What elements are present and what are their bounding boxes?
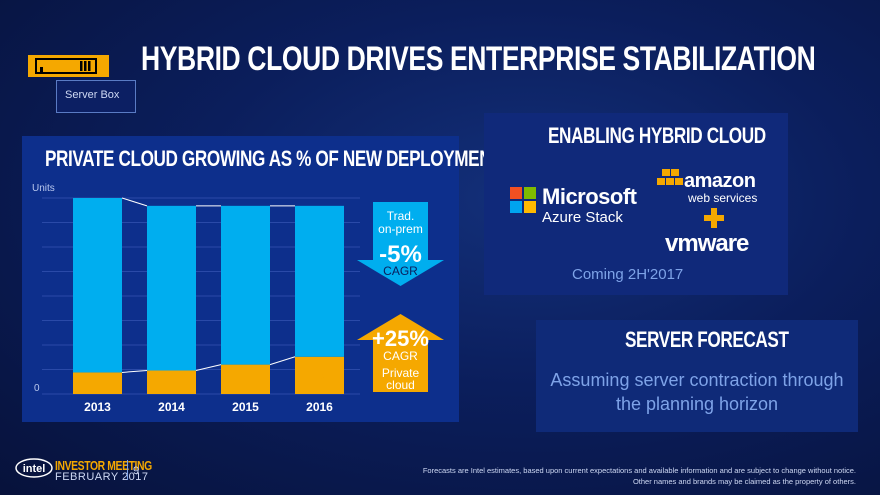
bar-private-2013 — [73, 372, 122, 394]
x-tick-label: 2014 — [158, 400, 185, 414]
page-title: HYBRID CLOUD DRIVES ENTERPRISE STABILIZA… — [141, 40, 816, 78]
bar-trad-2015 — [221, 205, 270, 365]
bar-private-2015 — [221, 364, 270, 394]
private-cagr-arrow-icon — [357, 314, 444, 392]
page-number: 9 — [133, 465, 140, 477]
aws-sub-label: web services — [688, 191, 758, 205]
trad-label-line1: Trad. — [387, 209, 415, 223]
trad-cagr-arrow-icon — [357, 202, 444, 286]
server-rack-icon — [28, 55, 109, 77]
intel-logo-icon: intel — [15, 458, 53, 478]
connector-private — [269, 356, 296, 366]
deployment-chart: Units 0 2013 2014 2015 2016 19% Trad. on-pr… — [32, 183, 444, 414]
disclaimer-line-1: Forecasts are Intel estimates, based upo… — [422, 466, 856, 475]
event-date: FEBRUARY 2017 — [55, 471, 149, 483]
connector-trad — [121, 197, 148, 207]
server-forecast-panel — [536, 320, 858, 432]
private-share-label: 19% — [310, 368, 336, 383]
connector-private — [121, 369, 148, 373]
azure-stack-label: Azure Stack — [542, 209, 623, 226]
x-tick-label: 2015 — [232, 400, 259, 414]
hybrid-cloud-title: ENABLING HYBRID CLOUD — [548, 123, 766, 148]
server-box-label: Server Box — [65, 89, 120, 101]
bar-private-2014 — [147, 370, 196, 394]
server-box: Server Box — [28, 40, 136, 113]
server-forecast-text: Assuming server contraction through the … — [550, 370, 844, 414]
aws-name: amazon — [684, 170, 756, 192]
y-axis-label: Units — [32, 183, 55, 194]
microsoft-logo-icon — [510, 187, 536, 213]
plus-icon — [704, 208, 724, 228]
footer-divider — [127, 460, 128, 480]
disclaimer: Forecasts are Intel estimates, based upo… — [396, 465, 856, 487]
trad-label-line2: on-prem — [378, 222, 423, 236]
aws-cubes-icon — [657, 169, 683, 185]
chart-title: PRIVATE CLOUD GROWING AS % OF NEW DEPLOY… — [45, 146, 513, 171]
microsoft-name: Microsoft — [542, 184, 637, 209]
trad-cagr-value: -5% — [379, 241, 422, 268]
x-tick-label: 2013 — [84, 400, 111, 414]
bar-trad-2014 — [147, 205, 196, 371]
server-forecast-title: SERVER FORECAST — [625, 327, 789, 352]
bar-trad-2016 — [295, 205, 344, 357]
connector-private — [195, 364, 222, 371]
x-tick-label: 2016 — [306, 400, 333, 414]
coming-date-label: Coming 2H'2017 — [572, 266, 684, 283]
trad-cagr-label: CAGR — [383, 264, 418, 278]
y-axis-zero-label: 0 — [34, 383, 40, 394]
private-label-line2: cloud — [386, 378, 415, 392]
vmware-name: vmware — [665, 230, 749, 257]
bar-trad-2013 — [73, 198, 122, 373]
intel-logo-text: intel — [23, 463, 46, 475]
private-label-line1: Private — [382, 366, 420, 380]
private-cagr-label: CAGR — [383, 349, 418, 363]
bar-private-2016 — [295, 356, 344, 394]
server-box-frame: Server Box — [56, 80, 136, 113]
private-cagr-value: +25% — [372, 326, 429, 351]
disclaimer-line-2: Other names and brands may be claimed as… — [632, 477, 856, 486]
